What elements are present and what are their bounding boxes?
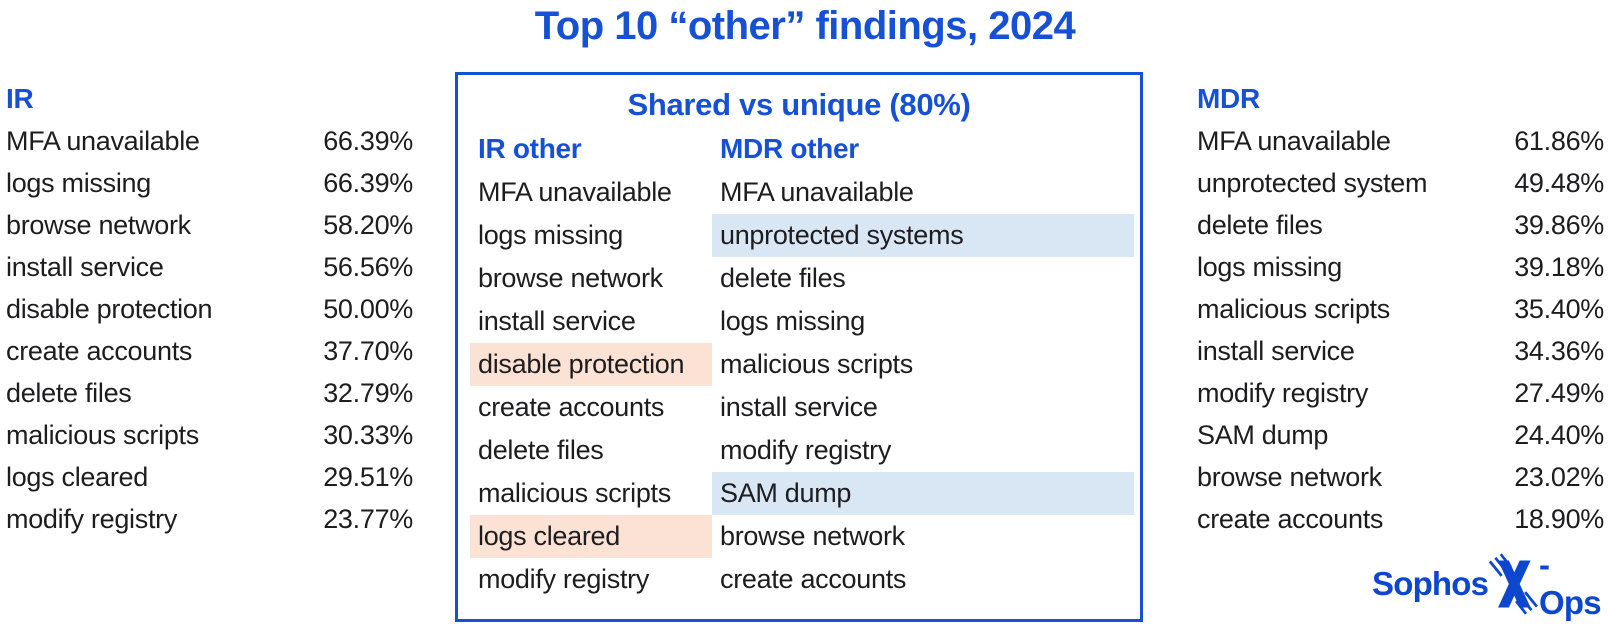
table-row: create accounts 18.90% xyxy=(1197,498,1604,540)
finding-value: 39.18% xyxy=(1514,252,1604,282)
finding-label: malicious scripts xyxy=(1197,294,1390,324)
list-item: disable protection xyxy=(470,343,712,386)
shared-box-title: Shared vs unique (80%) xyxy=(627,87,971,122)
finding-label: create accounts xyxy=(6,336,193,366)
table-row: SAM dump 24.40% xyxy=(1197,414,1604,456)
x-glyph-icon xyxy=(1489,553,1538,615)
finding-value: 50.00% xyxy=(323,294,413,324)
list-item: delete files xyxy=(478,435,604,465)
list-item: browse network xyxy=(720,521,905,551)
list-item: MFA unavailable xyxy=(720,177,914,207)
ir-panel: IR MFA unavailable 66.39% logs missing 6… xyxy=(6,78,413,540)
list-item: modify registry xyxy=(720,435,892,465)
table-row: browse network 23.02% xyxy=(1197,456,1604,498)
finding-value: 32.79% xyxy=(323,378,413,408)
finding-label: disable protection xyxy=(6,294,213,324)
finding-label: delete files xyxy=(1197,210,1323,240)
finding-value: 24.40% xyxy=(1514,420,1604,450)
table-row: delete files 32.79% xyxy=(6,372,413,414)
page-title: Top 10 “other” findings, 2024 xyxy=(534,4,1076,48)
ir-other-header: IR other xyxy=(478,133,582,164)
finding-value: 35.40% xyxy=(1514,294,1604,324)
finding-label: modify registry xyxy=(6,504,178,534)
table-row: install service 56.56% xyxy=(6,246,413,288)
mdr-other-header: MDR other xyxy=(720,133,859,164)
table-row: logs missing 66.39% xyxy=(6,162,413,204)
logo-suffix: -Ops xyxy=(1538,546,1602,621)
finding-value: 27.49% xyxy=(1514,378,1604,408)
list-item: install service xyxy=(720,392,878,422)
logo-prefix: Sophos xyxy=(1372,565,1489,602)
mdr-other-column: MDR other MFA unavailable unprotected sy… xyxy=(712,127,1134,601)
finding-label: MFA unavailable xyxy=(1197,126,1391,156)
finding-label: modify registry xyxy=(1197,378,1369,408)
finding-label: delete files xyxy=(6,378,132,408)
ir-other-column: IR other MFA unavailable logs missing br… xyxy=(470,127,712,601)
finding-value: 58.20% xyxy=(323,210,413,240)
finding-label: MFA unavailable xyxy=(6,126,200,156)
table-row: logs cleared 29.51% xyxy=(6,456,413,498)
table-row: MFA unavailable 66.39% xyxy=(6,120,413,162)
finding-value: 49.48% xyxy=(1514,168,1604,198)
list-item: unprotected systems xyxy=(712,214,1134,257)
finding-label: logs cleared xyxy=(6,462,148,492)
table-row: modify registry 23.77% xyxy=(6,498,413,540)
table-row: create accounts 37.70% xyxy=(6,330,413,372)
list-item: logs missing xyxy=(720,306,865,336)
finding-value: 23.77% xyxy=(323,504,413,534)
finding-label: install service xyxy=(6,252,164,282)
table-row: malicious scripts 30.33% xyxy=(6,414,413,456)
finding-value: 30.33% xyxy=(323,420,413,450)
table-row: disable protection 50.00% xyxy=(6,288,413,330)
table-row: MFA unavailable 61.86% xyxy=(1197,120,1604,162)
list-item: create accounts xyxy=(720,564,907,594)
finding-label: logs missing xyxy=(1197,252,1342,282)
finding-value: 23.02% xyxy=(1514,462,1604,492)
table-row: malicious scripts 35.40% xyxy=(1197,288,1604,330)
finding-label: logs missing xyxy=(6,168,151,198)
finding-label: SAM dump xyxy=(1197,420,1329,450)
list-item: create accounts xyxy=(478,392,665,422)
finding-label: create accounts xyxy=(1197,504,1384,534)
table-row: delete files 39.86% xyxy=(1197,204,1604,246)
shared-vs-unique-box: Shared vs unique (80%) IR other MFA unav… xyxy=(455,72,1143,622)
finding-label: unprotected system xyxy=(1197,168,1428,198)
list-item: delete files xyxy=(720,263,846,293)
shared-box-columns: IR other MFA unavailable logs missing br… xyxy=(458,127,1140,601)
finding-value: 18.90% xyxy=(1514,504,1604,534)
mdr-panel-header: MDR xyxy=(1197,83,1260,114)
list-item: SAM dump xyxy=(712,472,1134,515)
finding-value: 34.36% xyxy=(1514,336,1604,366)
finding-label: install service xyxy=(1197,336,1355,366)
table-row: install service 34.36% xyxy=(1197,330,1604,372)
table-row: unprotected system 49.48% xyxy=(1197,162,1604,204)
finding-value: 61.86% xyxy=(1514,126,1604,156)
mdr-panel: MDR MFA unavailable 61.86% unprotected s… xyxy=(1197,78,1604,540)
list-item: MFA unavailable xyxy=(478,177,672,207)
list-item: malicious scripts xyxy=(720,349,913,379)
finding-value: 66.39% xyxy=(323,168,413,198)
finding-value: 66.39% xyxy=(323,126,413,156)
list-item: modify registry xyxy=(478,564,650,594)
list-item: logs missing xyxy=(478,220,623,250)
finding-value: 29.51% xyxy=(323,462,413,492)
list-item: browse network xyxy=(478,263,663,293)
list-item: malicious scripts xyxy=(478,478,671,508)
finding-value: 37.70% xyxy=(323,336,413,366)
finding-value: 39.86% xyxy=(1514,210,1604,240)
table-row: browse network 58.20% xyxy=(6,204,413,246)
table-row: logs missing 39.18% xyxy=(1197,246,1604,288)
list-item: logs cleared xyxy=(470,515,712,558)
finding-label: malicious scripts xyxy=(6,420,199,450)
list-item: install service xyxy=(478,306,636,336)
sophos-xops-logo: Sophos -Ops xyxy=(1372,546,1604,621)
ir-panel-header: IR xyxy=(6,83,34,114)
finding-value: 56.56% xyxy=(323,252,413,282)
finding-label: browse network xyxy=(1197,462,1382,492)
finding-label: browse network xyxy=(6,210,191,240)
table-row: modify registry 27.49% xyxy=(1197,372,1604,414)
